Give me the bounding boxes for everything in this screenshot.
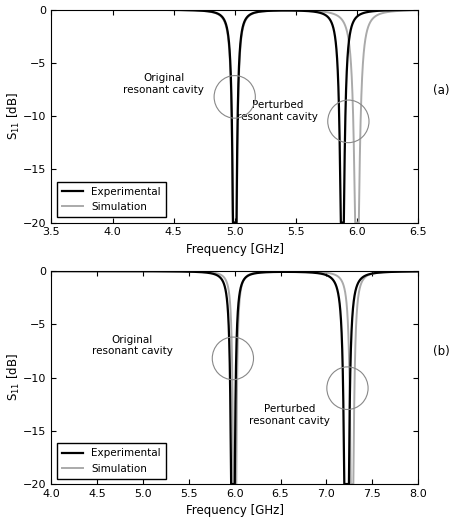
Y-axis label: S$_{11}$ [dB]: S$_{11}$ [dB] (6, 92, 22, 140)
X-axis label: Frequency [GHz]: Frequency [GHz] (186, 505, 284, 517)
X-axis label: Frequency [GHz]: Frequency [GHz] (186, 243, 284, 256)
Text: (b): (b) (433, 346, 449, 358)
Text: Perturbed
resonant cavity: Perturbed resonant cavity (249, 404, 330, 426)
Text: Perturbed
resonant cavity: Perturbed resonant cavity (237, 100, 318, 121)
Legend: Experimental, Simulation: Experimental, Simulation (56, 443, 166, 479)
Legend: Experimental, Simulation: Experimental, Simulation (56, 181, 166, 218)
Text: (a): (a) (433, 84, 449, 97)
Text: Original
resonant cavity: Original resonant cavity (91, 335, 173, 356)
Y-axis label: S$_{11}$ [dB]: S$_{11}$ [dB] (6, 354, 22, 402)
Text: Original
resonant cavity: Original resonant cavity (123, 73, 204, 95)
